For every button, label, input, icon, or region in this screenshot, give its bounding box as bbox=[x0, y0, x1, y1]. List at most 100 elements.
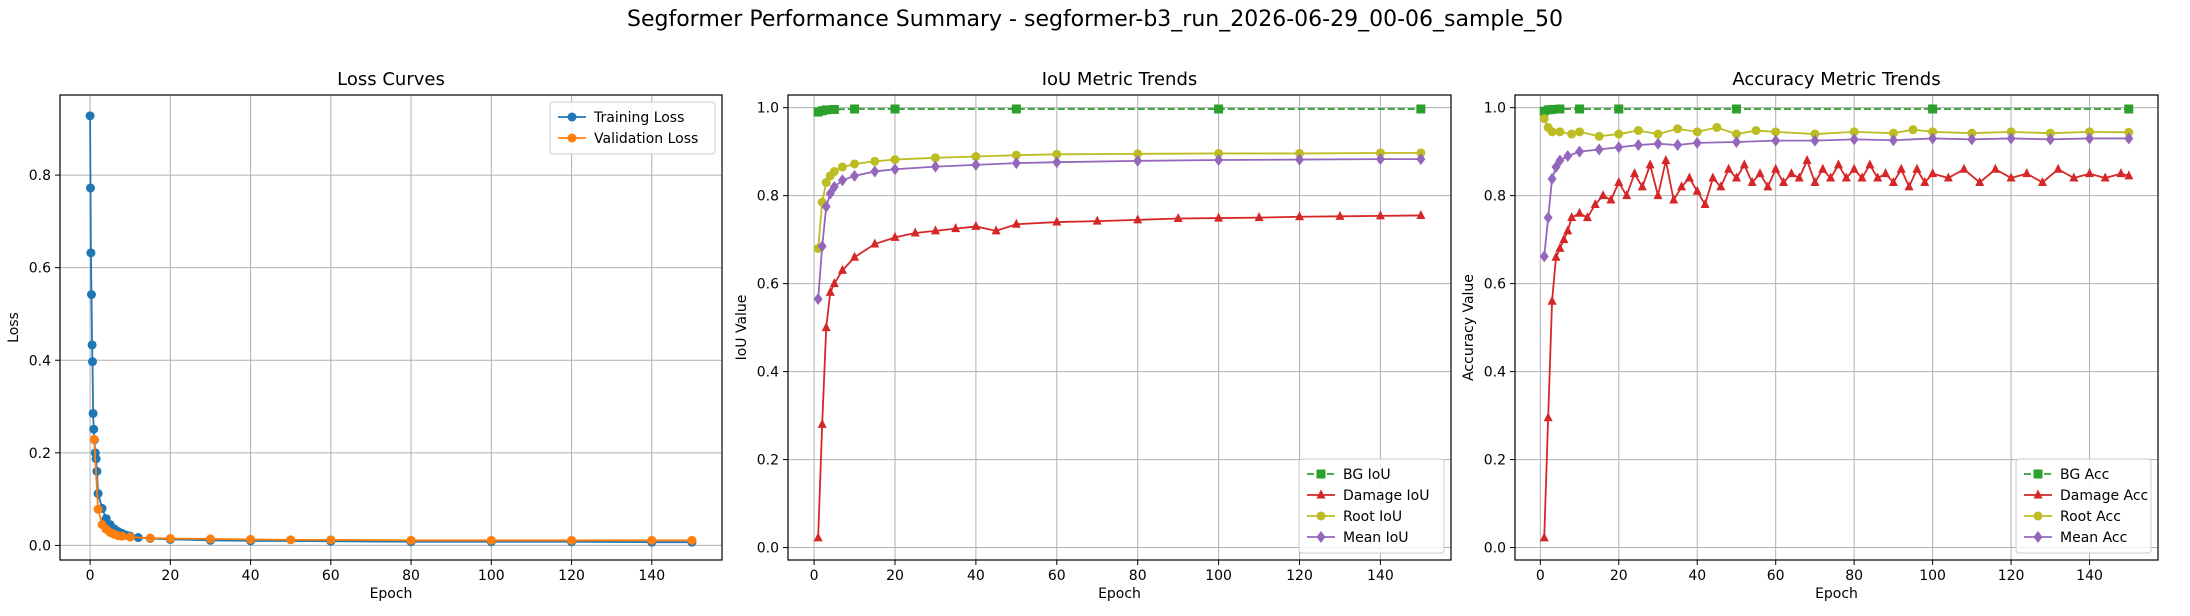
data-point-mean-acc bbox=[1673, 139, 1683, 152]
data-point-bg-acc bbox=[1555, 104, 1565, 114]
series-training-loss bbox=[85, 111, 697, 547]
data-point-damage-iou bbox=[813, 532, 823, 542]
data-point-damage-acc bbox=[1841, 172, 1851, 182]
x-tick-label: 20 bbox=[161, 568, 179, 584]
data-point-damage-iou bbox=[837, 264, 847, 274]
data-point-root-acc bbox=[1731, 129, 1741, 139]
data-point-damage-acc bbox=[1661, 154, 1671, 164]
data-point-root-iou bbox=[870, 156, 880, 166]
data-point-training-loss bbox=[86, 248, 96, 258]
data-point-damage-acc bbox=[1865, 159, 1875, 169]
legend-entry-root-acc: Root Acc bbox=[2060, 509, 2121, 525]
data-point-damage-acc bbox=[1614, 176, 1624, 186]
data-point-mean-iou bbox=[971, 158, 981, 171]
data-point-damage-acc bbox=[1637, 181, 1647, 191]
data-point-damage-acc bbox=[1716, 181, 1726, 191]
data-point-damage-iou bbox=[829, 278, 839, 288]
data-point-damage-acc bbox=[2100, 172, 2110, 182]
loss-curves-panel: 0 20 40 60 80 100 120 140 0.0 0.2 0.4 0.6 0.8 Loss Cu… bbox=[6, 69, 723, 602]
x-tick-label: 40 bbox=[1688, 568, 1706, 584]
data-point-validation-loss bbox=[647, 535, 657, 545]
data-point-damage-iou bbox=[1052, 216, 1062, 226]
y-axis-label: Loss bbox=[6, 312, 22, 343]
figure-title: Segformer Performance Summary - segforme… bbox=[627, 7, 1563, 32]
data-point-damage-acc bbox=[1763, 181, 1773, 191]
panel-title: IoU Metric Trends bbox=[1042, 69, 1198, 90]
data-point-damage-iou bbox=[870, 238, 880, 248]
data-point-damage-acc bbox=[1747, 176, 1757, 186]
data-point-damage-acc bbox=[1833, 159, 1843, 169]
data-point-damage-acc bbox=[2124, 170, 2134, 180]
data-point-mean-acc bbox=[1539, 250, 1549, 263]
data-point-damage-acc bbox=[1677, 181, 1687, 191]
data-point-mean-acc bbox=[1771, 134, 1781, 147]
data-point-bg-acc bbox=[1928, 104, 1938, 114]
series-mean-acc bbox=[1539, 132, 2134, 263]
data-point-bg-acc bbox=[1614, 104, 1624, 114]
plot-area bbox=[85, 111, 697, 547]
data-point-validation-loss bbox=[486, 535, 496, 545]
data-point-bg-acc bbox=[2124, 104, 2134, 114]
legend-swatch-marker bbox=[567, 133, 577, 143]
data-point-mean-iou bbox=[821, 200, 831, 213]
data-point-damage-acc bbox=[1653, 190, 1663, 200]
legend-entry-root-iou: Root IoU bbox=[1343, 509, 1402, 525]
y-tick-label: 0.0 bbox=[29, 538, 51, 554]
axes-frame bbox=[59, 94, 723, 561]
data-point-damage-iou bbox=[951, 223, 961, 233]
data-point-damage-acc bbox=[2006, 172, 2016, 182]
data-point-validation-loss bbox=[286, 535, 296, 545]
data-point-mean-acc bbox=[1543, 211, 1553, 224]
series-line-root-acc bbox=[1543, 118, 2129, 138]
data-point-training-loss bbox=[87, 340, 97, 350]
data-point-training-loss bbox=[85, 111, 95, 121]
data-point-mean-acc bbox=[1692, 136, 1702, 149]
legend-swatch-marker bbox=[1316, 511, 1326, 521]
data-point-damage-acc bbox=[2053, 163, 2063, 173]
x-axis-label: Epoch bbox=[1815, 586, 1858, 602]
data-point-root-acc bbox=[1692, 127, 1702, 137]
data-point-root-acc bbox=[1555, 127, 1565, 137]
data-point-damage-iou bbox=[930, 225, 940, 235]
iou-metric-panel: 0 20 40 60 80 100 120 140 0.0 0.2 0.4 0.6 0.8 1.0 IoU … bbox=[734, 69, 1452, 602]
data-point-validation-loss bbox=[687, 535, 697, 545]
data-point-root-iou bbox=[1375, 148, 1385, 158]
data-point-damage-acc bbox=[1724, 163, 1734, 173]
data-point-mean-iou bbox=[930, 160, 940, 173]
data-point-bg-iou bbox=[821, 105, 831, 115]
data-point-damage-iou bbox=[1214, 212, 1224, 222]
data-point-damage-acc bbox=[1555, 242, 1565, 252]
data-point-damage-acc bbox=[1771, 163, 1781, 173]
data-point-bg-iou bbox=[850, 104, 860, 114]
data-point-damage-iou bbox=[1133, 214, 1143, 224]
data-point-mean-acc bbox=[2124, 132, 2134, 145]
data-point-damage-iou bbox=[1295, 211, 1305, 221]
series-line-mean-acc bbox=[1543, 137, 2129, 257]
data-point-damage-acc bbox=[1684, 172, 1694, 182]
data-point-damage-acc bbox=[2116, 168, 2126, 178]
data-point-training-loss bbox=[89, 424, 99, 434]
data-point-damage-iou bbox=[1254, 212, 1264, 222]
y-tick-label: 0.4 bbox=[29, 353, 51, 369]
data-point-damage-iou bbox=[817, 418, 827, 428]
legend-swatch-marker bbox=[1316, 469, 1326, 479]
series-line-training-loss bbox=[89, 115, 692, 544]
data-point-damage-acc bbox=[1629, 168, 1639, 178]
series-bg-acc bbox=[1539, 104, 2134, 116]
data-point-bg-acc bbox=[1731, 104, 1741, 114]
series-line-mean-iou bbox=[817, 158, 1421, 300]
panel-title: Accuracy Metric Trends bbox=[1732, 69, 1940, 90]
data-point-bg-iou bbox=[1416, 104, 1426, 114]
data-point-validation-loss bbox=[406, 535, 416, 545]
x-tick-label: 140 bbox=[1367, 568, 1394, 584]
data-point-root-acc bbox=[1575, 127, 1585, 137]
data-point-mean-acc bbox=[1555, 154, 1565, 167]
data-point-damage-iou bbox=[1011, 218, 1021, 228]
data-point-damage-acc bbox=[1567, 212, 1577, 222]
legend-entry-mean-iou: Mean IoU bbox=[1343, 530, 1409, 546]
data-point-root-iou bbox=[890, 155, 900, 165]
x-tick-label: 140 bbox=[2076, 568, 2103, 584]
data-point-damage-acc bbox=[1559, 234, 1569, 244]
data-point-mean-iou bbox=[817, 240, 827, 253]
data-point-bg-iou bbox=[890, 104, 900, 114]
